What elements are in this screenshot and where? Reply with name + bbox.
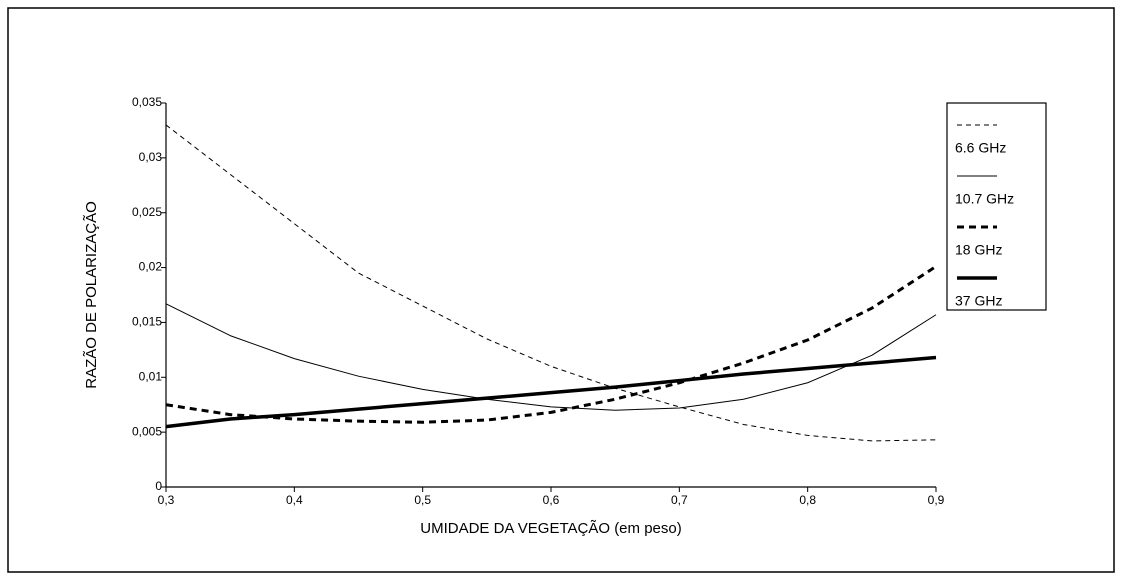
y-tick-label: 0,03 xyxy=(139,150,163,164)
frame xyxy=(7,7,1115,573)
y-tick-label: 0,01 xyxy=(139,369,163,383)
y-tick-label: 0 xyxy=(155,479,162,493)
x-tick-label: 0,6 xyxy=(543,493,560,507)
x-tick-label: 0,9 xyxy=(928,493,945,507)
x-axis-label: UMIDADE DA VEGETAÇÃO (em peso) xyxy=(420,520,681,537)
y-axis-label: RAZÃO DE POLARIZAÇÃO xyxy=(83,201,100,389)
y-tick-label: 0,025 xyxy=(132,205,162,219)
legend-label: 37 GHz xyxy=(955,293,1002,309)
legend-label: 18 GHz xyxy=(955,242,1002,258)
x-tick-label: 0,3 xyxy=(158,493,175,507)
legend-label: 10.7 GHz xyxy=(955,191,1014,207)
legend-box xyxy=(946,102,1047,311)
y-tick-label: 0,015 xyxy=(132,315,162,329)
y-tick-label: 0,005 xyxy=(132,424,162,438)
x-tick-label: 0,5 xyxy=(414,493,431,507)
series-line xyxy=(165,265,937,424)
x-tick-label: 0,4 xyxy=(286,493,303,507)
x-tick-label: 0,8 xyxy=(799,493,816,507)
series-line xyxy=(165,303,937,411)
series-line xyxy=(165,355,937,429)
y-tick-label: 0,035 xyxy=(132,95,162,109)
x-tick-label: 0,7 xyxy=(671,493,688,507)
legend-label: 6.6 GHz xyxy=(955,140,1006,156)
y-tick-label: 0,02 xyxy=(139,260,163,274)
series-line xyxy=(165,124,937,442)
